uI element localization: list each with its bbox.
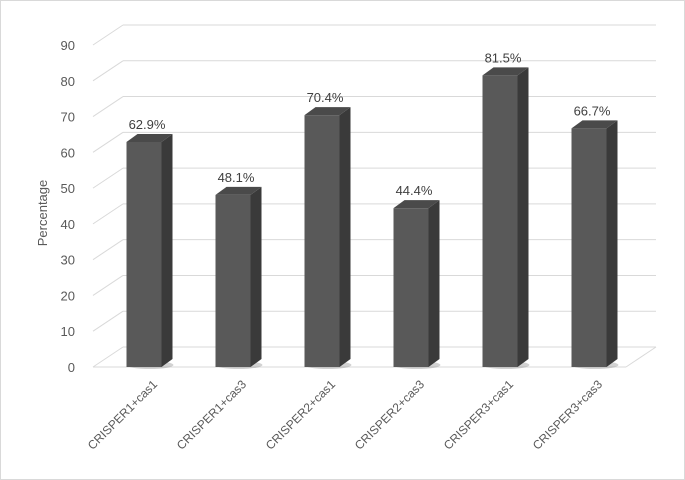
gridline-diag: [92, 131, 124, 153]
y-tick-label: 80: [61, 74, 75, 89]
bar-top: [215, 186, 262, 195]
data-label: 70.4%: [307, 90, 344, 105]
y-tick-label: 90: [61, 38, 75, 53]
bar-top: [126, 133, 173, 142]
y-tick-label: 50: [61, 181, 75, 196]
bars: [126, 67, 619, 369]
x-axis-labels: CRISPER1+cas1 CRISPER1+cas3 CRISPER2+cas1 C…: [85, 377, 605, 452]
x-tick-label: CRISPER2+cas3: [352, 377, 427, 452]
gridline-diag: [92, 24, 124, 46]
x-tick-label: CRISPER1+cas1: [85, 377, 160, 452]
y-tick-label: 10: [61, 324, 75, 339]
x-tick-label: CRISPER1+cas3: [174, 377, 249, 452]
bar-front: [215, 194, 251, 367]
gridline-diag: [92, 275, 124, 296]
bar-side: [428, 200, 440, 367]
bar: [393, 200, 441, 369]
data-label: 66.7%: [574, 103, 611, 118]
y-tick-label: 30: [61, 253, 75, 268]
data-labels: 62.9% 48.1% 70.4% 44.4% 81.5% 66.7%: [129, 50, 611, 198]
bar-front: [393, 208, 429, 367]
bar-side: [606, 120, 618, 368]
data-label: 44.4%: [396, 183, 433, 198]
bar: [215, 186, 263, 369]
x-tick-label: CRISPER3+cas3: [530, 377, 605, 452]
bar-side: [161, 133, 173, 367]
data-label: 62.9%: [129, 117, 166, 132]
data-label: 81.5%: [485, 50, 522, 65]
gridline-diag: [92, 203, 124, 225]
gridline-diag: [92, 167, 124, 189]
bar: [304, 107, 352, 369]
bar-top: [393, 200, 440, 209]
bar-side: [250, 186, 262, 367]
bar-side: [339, 107, 351, 367]
gridline-diag: [92, 346, 124, 368]
bar-top: [482, 67, 529, 76]
bar-top: [571, 120, 618, 129]
x-tick-label: CRISPER2+cas1: [263, 377, 338, 452]
x-tick-label: CRISPER3+cas1: [441, 377, 516, 452]
bar: [126, 133, 174, 369]
gridline-diag: [92, 96, 124, 117]
bar-front: [304, 115, 340, 367]
bar-front: [126, 141, 162, 367]
bar: [482, 67, 530, 369]
gridline-diag: [92, 310, 124, 332]
bar-front: [482, 75, 518, 368]
y-tick-label: 0: [68, 360, 75, 375]
bar-front: [571, 128, 607, 367]
bar-side: [517, 67, 529, 368]
bar-top: [304, 107, 351, 116]
data-label: 48.1%: [218, 170, 255, 185]
y-axis-ticks: 0 10 20 30 40 50 60 70 80 90: [61, 38, 75, 375]
y-tick-label: 40: [61, 217, 75, 232]
bar: [571, 120, 619, 369]
y-tick-label: 70: [61, 110, 75, 125]
floor-edge-right: [625, 346, 657, 368]
y-tick-label: 60: [61, 145, 75, 160]
gridline-diag: [92, 239, 124, 261]
y-axis-title: Percentage: [35, 180, 50, 247]
y-tick-label: 20: [61, 288, 75, 303]
gridlines: [92, 24, 657, 368]
gridline-diag: [92, 60, 124, 82]
